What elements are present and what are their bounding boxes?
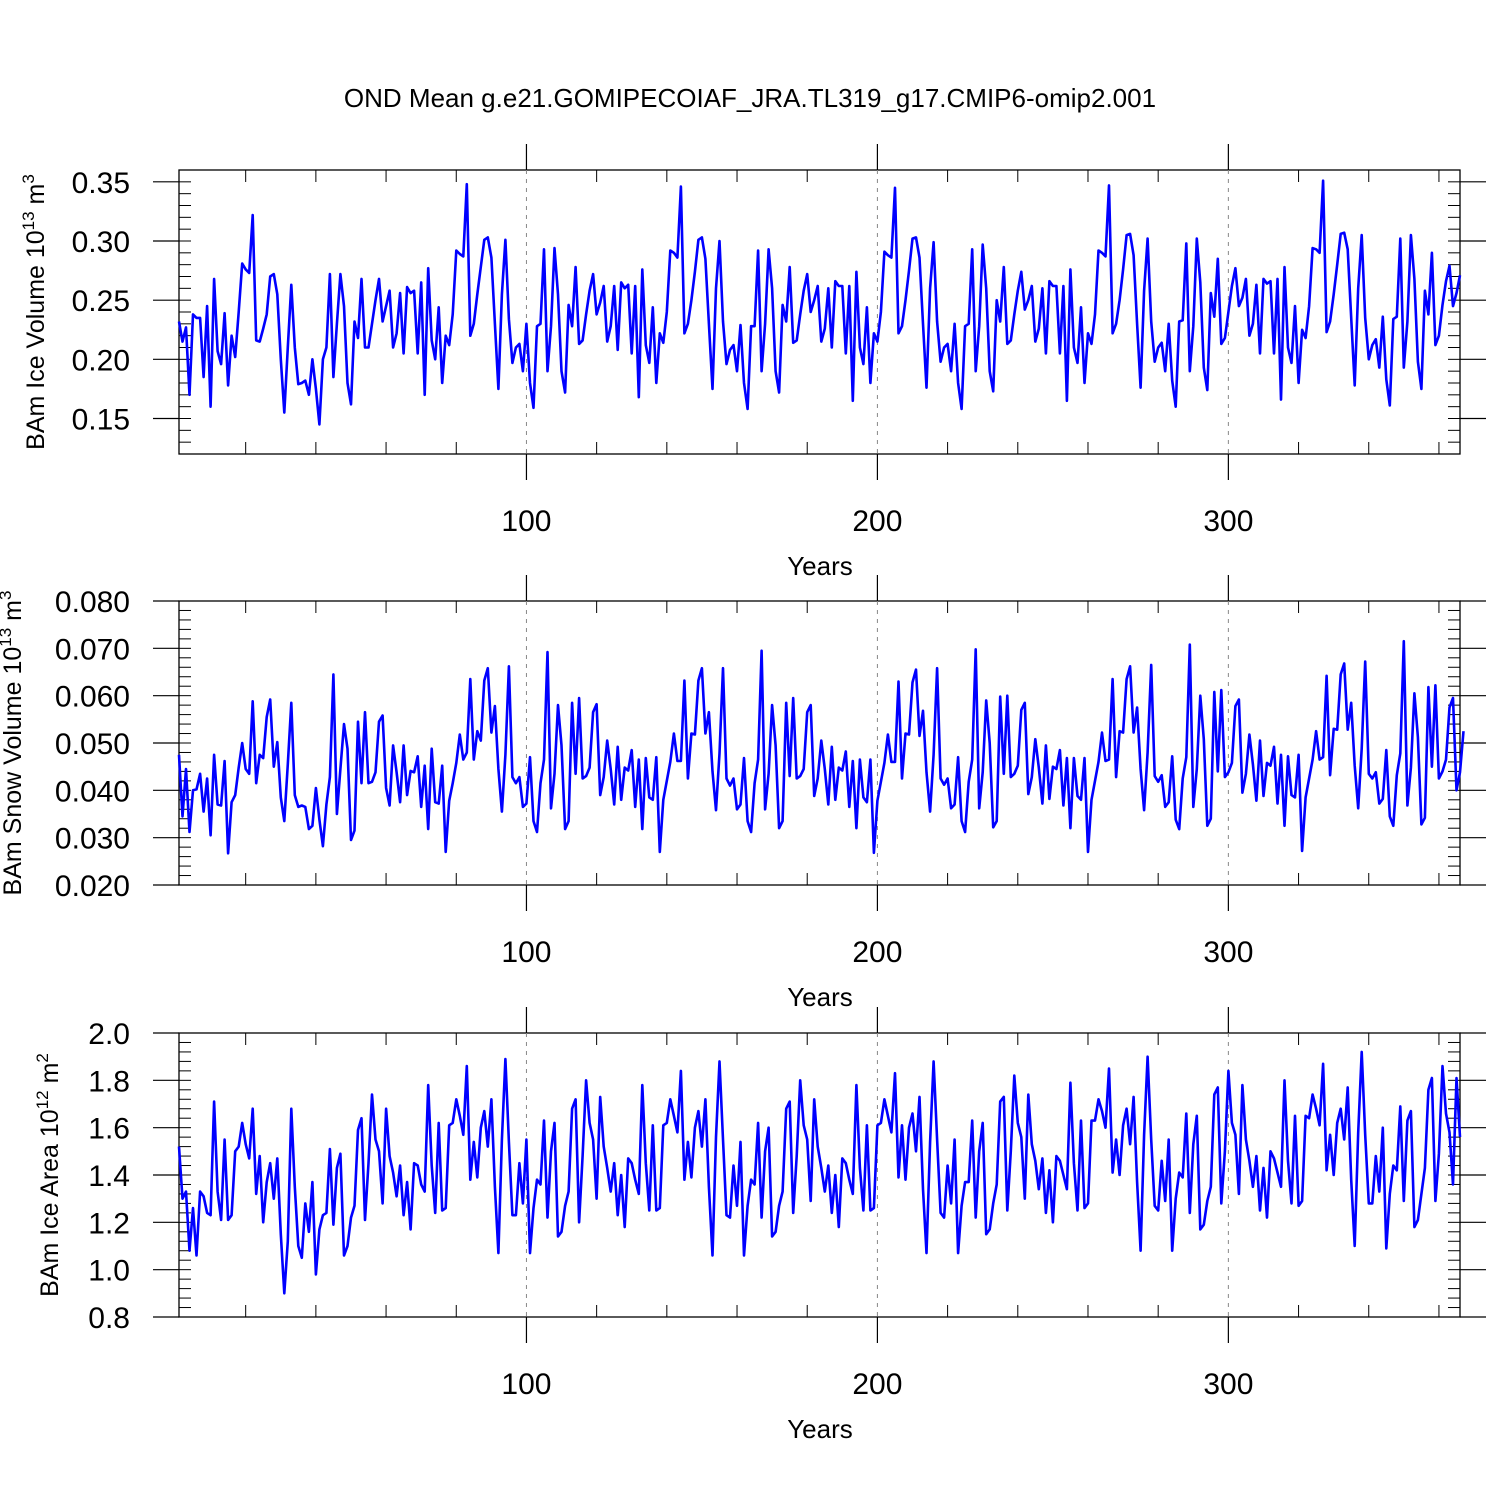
series-line [177,639,1465,855]
y-tick-label: 1.6 [88,1113,130,1146]
series-line [177,1050,1462,1295]
y-tick-label: 0.040 [55,775,130,808]
y-axis-label-unit-exponent: 3 [19,174,38,183]
chart-panel-2: 100 200 300 Years 0.020 0.030 0.040 0.050 0.060 0… [0,575,1486,1012]
y-tick-label: 0.020 [55,870,130,903]
y-tick-label: 0.070 [55,633,130,666]
y-tick-label: 1.2 [88,1207,130,1240]
x-tick-label: 100 [501,505,551,538]
x-axis-label: Years [787,982,853,1012]
y-axis-label-unit: m [36,1063,64,1091]
y-tick-label: 0.35 [72,167,130,200]
y-axis-label-unit: m [22,184,50,212]
y-tick-label: 0.060 [55,681,130,714]
y-axis-label: BAm Snow Volume 1013 m3 [0,591,27,896]
y-axis-label-text: BAm Ice Area 10 [36,1109,64,1297]
y-tick-label: 0.25 [72,285,130,318]
x-tick-label: 300 [1203,936,1253,969]
x-tick-label: 200 [852,936,902,969]
x-tick-label: 200 [852,505,902,538]
x-tick-label: 100 [501,1368,551,1401]
x-axis-label: Years [787,551,853,581]
series-line [177,179,1462,426]
chart-panel-3: 100 200 300 Years 0.8 1.0 1.2 1.4 1.6 1.8 2.0 BAm I… [33,1007,1486,1444]
y-axis-label-unit-exponent: 2 [33,1053,52,1062]
y-tick-label: 1.0 [88,1255,130,1288]
plot-frame [178,1032,1461,1318]
chart-panel-1: 100 200 300 Years 0.15 0.20 0.25 0.30 0.35 BAm Ic… [19,144,1486,581]
y-tick-label: 0.30 [72,226,130,259]
y-axis-label-text: BAm Snow Volume 10 [0,647,27,896]
y-tick-label: 2.0 [88,1018,130,1051]
y-axis-label: BAm Ice Area 1012 m2 [33,1053,64,1297]
x-tick-label: 300 [1203,505,1253,538]
y-axis-label-unit-exponent: 3 [0,591,15,600]
x-tick-label: 100 [501,936,551,969]
y-axis-label-text: BAm Ice Volume 10 [22,230,50,450]
y-tick-label: 1.4 [88,1160,130,1193]
y-tick-label: 0.050 [55,728,130,761]
y-tick-label: 0.8 [88,1302,130,1335]
y-axis-label-exponent: 12 [33,1090,52,1109]
x-tick-label: 300 [1203,1368,1253,1401]
x-tick-label: 200 [852,1368,902,1401]
y-tick-label: 0.20 [72,344,130,377]
y-axis-label-exponent: 13 [0,628,15,647]
y-axis-label-unit: m [0,600,27,628]
y-tick-label: 1.8 [88,1065,130,1098]
y-axis-label: BAm Ice Volume 1013 m3 [19,174,50,450]
x-axis-label: Years [787,1414,853,1444]
y-tick-label: 0.15 [72,404,130,437]
y-axis-label-exponent: 13 [19,211,38,230]
y-tick-label: 0.080 [55,586,130,619]
plot-frame [178,600,1461,886]
figure-title: OND Mean g.e21.GOMIPECOIAF_JRA.TL319_g17… [344,83,1156,113]
y-tick-label: 0.030 [55,823,130,856]
